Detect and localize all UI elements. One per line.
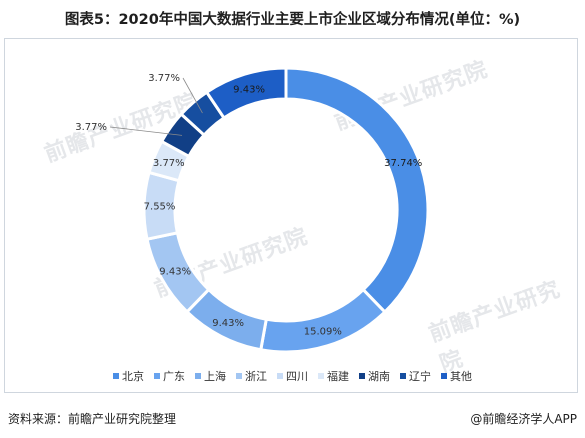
- legend-label: 广东: [163, 370, 185, 383]
- legend-label: 北京: [122, 370, 144, 383]
- legend-item-2: 广东: [154, 368, 185, 384]
- data-label-9: 9.43%: [233, 85, 265, 96]
- legend-label: 辽宁: [409, 370, 431, 383]
- legend-swatch: [441, 373, 447, 379]
- legend-item-3: 上海: [195, 368, 226, 384]
- data-label-5: 7.55%: [144, 202, 176, 213]
- legend-label: 浙江: [245, 370, 267, 383]
- legend-label: 其他: [450, 370, 472, 383]
- legend-label: 福建: [327, 370, 349, 383]
- leader-line-8: [182, 77, 203, 114]
- footer: 资料来源：前瞻产业研究院整理 @前瞻经济学人APP: [8, 410, 577, 427]
- legend-label: 上海: [204, 370, 226, 383]
- legend-item-8: 辽宁: [400, 368, 431, 384]
- data-label-4: 9.43%: [159, 267, 191, 278]
- legend-item-4: 浙江: [236, 368, 267, 384]
- donut-slice-2: [259, 287, 387, 354]
- data-label-2: 15.09%: [304, 327, 342, 338]
- leader-line-7: [109, 126, 183, 136]
- chart-frame: [4, 38, 578, 393]
- data-label-8: 3.77%: [148, 73, 180, 84]
- source-label: 资料来源：前瞻产业研究院整理: [8, 412, 177, 426]
- legend-swatch: [318, 373, 324, 379]
- legend-swatch: [113, 373, 119, 379]
- legend-swatch: [400, 373, 406, 379]
- data-label-6: 3.77%: [153, 158, 185, 169]
- donut-slice-1: [284, 66, 430, 315]
- legend-swatch: [195, 373, 201, 379]
- legend-item-6: 福建: [318, 368, 349, 384]
- legend-item-9: 其他: [441, 368, 472, 384]
- chart-legend: 北京 广东 上海 浙江 四川 福建 湖南 辽宁 其他: [0, 368, 585, 384]
- legend-label: 湖南: [368, 370, 390, 383]
- legend-swatch: [359, 373, 365, 379]
- chart-title: 图表5：2020年中国大数据行业主要上市企业区域分布情况(单位：%): [64, 12, 521, 28]
- legend-swatch: [236, 373, 242, 379]
- legend-item-1: 北京: [113, 368, 144, 384]
- donut-slice-9: [204, 66, 288, 121]
- legend-swatch: [277, 373, 283, 379]
- legend-label: 四川: [286, 370, 308, 383]
- data-label-7: 3.77%: [75, 122, 107, 133]
- data-label-3: 9.43%: [212, 318, 244, 329]
- legend-swatch: [154, 373, 160, 379]
- legend-item-7: 湖南: [359, 368, 390, 384]
- legend-item-5: 四川: [277, 368, 308, 384]
- brand-label: @前瞻经济学人APP: [470, 412, 577, 426]
- data-label-1: 37.74%: [384, 158, 422, 169]
